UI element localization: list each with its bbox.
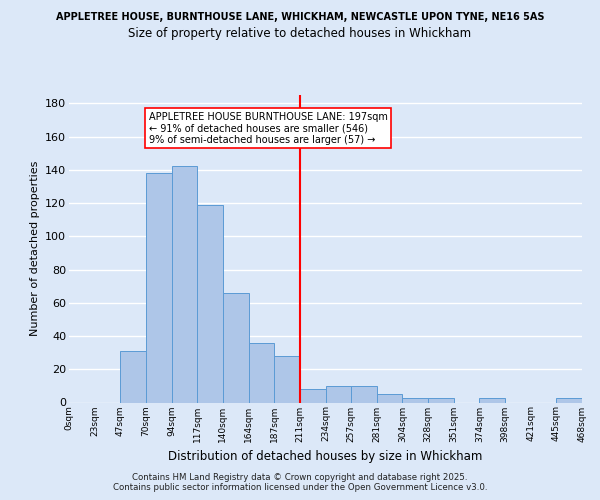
- Bar: [377, 394, 403, 402]
- Bar: [172, 166, 197, 402]
- Bar: [121, 351, 146, 403]
- Bar: [351, 386, 377, 402]
- Y-axis label: Number of detached properties: Number of detached properties: [29, 161, 40, 336]
- Bar: [223, 293, 248, 403]
- Bar: [556, 398, 582, 402]
- Text: APPLETREE HOUSE, BURNTHOUSE LANE, WHICKHAM, NEWCASTLE UPON TYNE, NE16 5AS: APPLETREE HOUSE, BURNTHOUSE LANE, WHICKH…: [56, 12, 544, 22]
- Text: APPLETREE HOUSE BURNTHOUSE LANE: 197sqm
← 91% of detached houses are smaller (54: APPLETREE HOUSE BURNTHOUSE LANE: 197sqm …: [149, 112, 388, 145]
- Bar: [248, 342, 274, 402]
- Bar: [146, 173, 172, 402]
- Bar: [300, 389, 325, 402]
- Text: Size of property relative to detached houses in Whickham: Size of property relative to detached ho…: [128, 28, 472, 40]
- X-axis label: Distribution of detached houses by size in Whickham: Distribution of detached houses by size …: [169, 450, 482, 463]
- Bar: [403, 398, 428, 402]
- Bar: [325, 386, 351, 402]
- Bar: [197, 204, 223, 402]
- Bar: [428, 398, 454, 402]
- Text: Contains public sector information licensed under the Open Government Licence v3: Contains public sector information licen…: [113, 484, 487, 492]
- Bar: [274, 356, 300, 403]
- Text: Contains HM Land Registry data © Crown copyright and database right 2025.: Contains HM Land Registry data © Crown c…: [132, 472, 468, 482]
- Bar: [479, 398, 505, 402]
